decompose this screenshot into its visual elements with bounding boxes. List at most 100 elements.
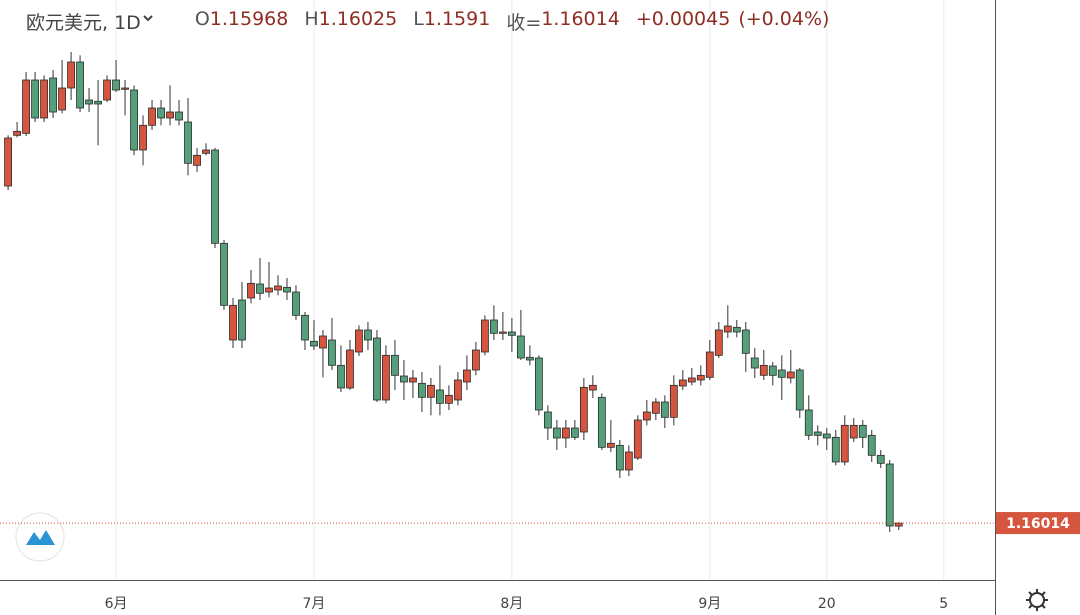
candle-body: [507, 331, 516, 336]
settings-icon[interactable]: [1029, 592, 1045, 608]
candle-body: [418, 382, 426, 398]
candle-body: [463, 369, 471, 383]
candle-body: [660, 401, 669, 418]
candle-body: [768, 365, 777, 376]
change-percent: (+0.04%): [738, 8, 830, 30]
candle-body: [4, 137, 12, 187]
candle-body: [292, 291, 300, 316]
candle-body: [364, 329, 372, 341]
candle-body: [148, 107, 156, 126]
candle-body: [247, 282, 255, 299]
candle-body: [570, 427, 579, 438]
candle-body: [274, 285, 282, 291]
candle-body: [130, 89, 138, 151]
candle-body: [822, 433, 831, 439]
candle-body: [175, 111, 183, 121]
last-price-box: [996, 512, 1080, 535]
candle-body: [777, 369, 786, 378]
candle-body: [355, 329, 363, 353]
candle-body: [112, 79, 120, 91]
high-value: 1.16025: [318, 8, 398, 30]
symbol-title[interactable]: 欧元美元, 1D: [26, 12, 141, 34]
close-value: 1.16014: [541, 8, 620, 30]
candle-body: [561, 427, 570, 439]
candle-body: [328, 339, 336, 366]
candle-body: [319, 335, 327, 349]
candle-body: [543, 411, 552, 429]
candle-body: [445, 394, 453, 404]
candle-body: [391, 354, 399, 376]
candle-body: [669, 384, 678, 418]
candle-body: [588, 384, 597, 391]
candle-body: [454, 379, 462, 401]
candle-body: [876, 454, 885, 464]
low-label: L: [413, 8, 424, 30]
candle-body: [696, 374, 705, 381]
candle-body: [516, 335, 525, 359]
open-value: 1.15968: [209, 8, 289, 30]
candle-body: [103, 79, 111, 101]
candle-body: [894, 522, 903, 527]
candle-body: [472, 349, 480, 371]
legend-header: 欧元美元, 1D O 1.15968 H 1.16025 L 1.1591 收= 1.1…: [26, 8, 829, 35]
candle-body: [265, 287, 273, 293]
candle-body: [22, 79, 30, 134]
candle-body: [534, 357, 543, 411]
x-tick-label: 20: [818, 596, 836, 612]
candle-body: [490, 319, 498, 334]
candle-body: [579, 386, 588, 433]
high-label: H: [304, 8, 319, 30]
candle-body: [121, 87, 129, 90]
candle-body: [76, 61, 84, 109]
candle-body: [382, 354, 390, 401]
candle-body: [301, 314, 309, 341]
candle-body: [256, 283, 264, 294]
candle-body: [687, 377, 696, 383]
candle-body: [813, 431, 822, 436]
candle-body: [13, 130, 21, 136]
candle-body: [615, 444, 624, 471]
candle-body: [49, 77, 57, 113]
candle-body: [337, 364, 345, 389]
x-tick-label: 5: [939, 596, 948, 612]
candle-body: [642, 411, 651, 421]
candle-body: [831, 436, 840, 463]
candle-body: [202, 149, 210, 154]
candle-body: [624, 451, 633, 471]
candle-body: [804, 409, 813, 436]
candle-body: [31, 79, 39, 119]
candle-body: [184, 121, 192, 164]
candle-body: [795, 369, 804, 411]
candle-body: [759, 364, 768, 376]
candle-body: [885, 463, 894, 527]
candle-body: [229, 304, 237, 341]
candle-body: [858, 424, 867, 438]
candle-body: [40, 79, 48, 119]
settings[interactable]: [1026, 589, 1048, 611]
candle-body: [849, 424, 858, 439]
candle-body: [310, 340, 318, 347]
logo-icon[interactable]: [26, 530, 55, 545]
x-tick-label: 7月: [303, 596, 326, 612]
candle-body: [211, 149, 219, 244]
logo-circle[interactable]: [15, 512, 65, 562]
candle-body: [85, 99, 93, 105]
x-tick-label: 6月: [105, 596, 128, 612]
candle-body: [786, 371, 795, 379]
settings-icon-rays[interactable]: [1026, 589, 1048, 611]
candle-body: [94, 100, 102, 105]
candle-body: [705, 351, 714, 378]
candle-body: [481, 319, 489, 353]
candle-body: [633, 419, 642, 459]
candle-body: [436, 389, 444, 404]
interval-chevron[interactable]: [141, 8, 155, 28]
x-tick-label: 8月: [500, 596, 523, 612]
candle-body: [552, 427, 561, 439]
change-value: +0.00045: [635, 8, 731, 30]
candle-body: [867, 434, 876, 456]
candle-body: [373, 337, 381, 401]
logo[interactable]: [15, 512, 65, 562]
x-tick-label: 9月: [698, 596, 721, 612]
